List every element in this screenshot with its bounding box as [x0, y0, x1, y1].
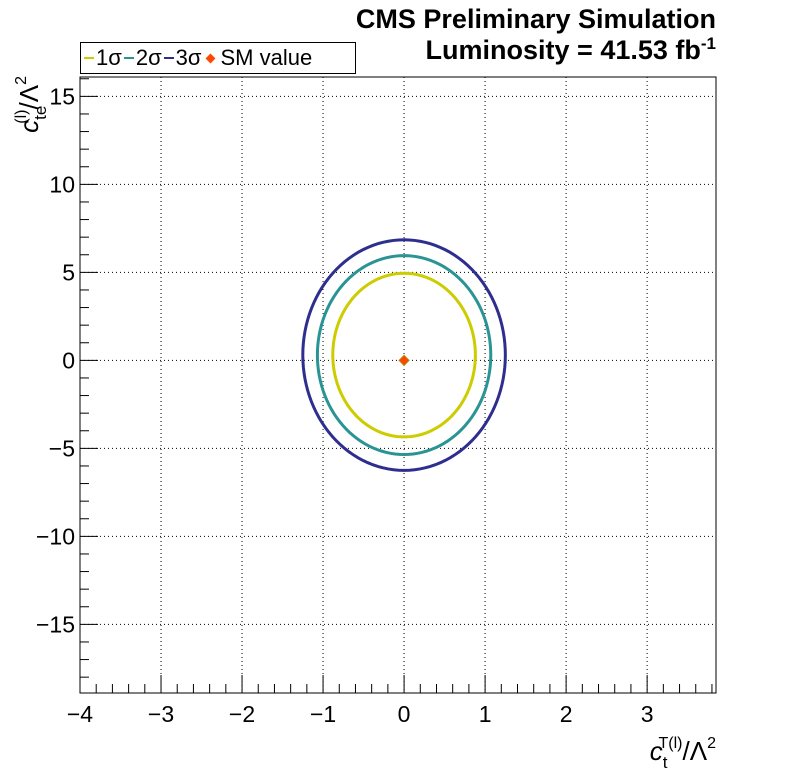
x-tick-label: −4	[67, 701, 93, 727]
y-tick-label: 15	[49, 83, 75, 109]
contour-2sigma	[315, 254, 493, 457]
legend-label-2sigma: 2σ	[135, 45, 162, 70]
x-tick-label: −1	[310, 701, 336, 727]
y-axis-label: cte(l)/Λ2	[13, 76, 50, 133]
x-tick-label: 0	[398, 701, 411, 727]
legend-item-3sigma: 3σ	[163, 45, 202, 71]
plot-frame	[79, 76, 717, 694]
x-tick-label: 1	[479, 701, 492, 727]
axis-ticks	[79, 78, 713, 693]
legend-label-1sigma: 1σ	[96, 45, 122, 70]
contours	[301, 238, 507, 472]
luminosity-unit-exponent: -1	[700, 34, 716, 53]
x-tick-label: 3	[641, 701, 654, 727]
y-tick-label: 10	[49, 171, 75, 197]
legend-line-1sigma	[84, 57, 94, 59]
grid-lines	[79, 77, 716, 693]
legend-line-2sigma	[123, 57, 134, 59]
x-tick-label: −3	[148, 701, 174, 727]
legend-label-3sigma: 3σ	[175, 45, 202, 70]
legend-line-3sigma	[163, 57, 174, 59]
contour-1sigma	[331, 271, 477, 439]
x-axis-label: ctT(l)/Λ2	[650, 735, 716, 772]
y-tick-label: −10	[36, 523, 75, 549]
x-tick-label: 2	[560, 701, 573, 727]
contour-3sigma	[301, 238, 507, 472]
luminosity-label: Luminosity = 41.53 fb-1	[426, 34, 716, 66]
legend-item-sm: SM value	[203, 45, 312, 71]
sm-value-point	[398, 354, 410, 367]
luminosity-text: Luminosity = 41.53 fb	[425, 35, 701, 65]
legend-item-2sigma: 2σ	[123, 45, 162, 71]
legend: 1σ 2σ 3σ SM value	[80, 42, 356, 74]
y-tick-label: 0	[62, 347, 75, 373]
points	[398, 354, 410, 367]
y-tick-label: −5	[49, 435, 75, 461]
legend-item-1sigma: 1σ	[84, 45, 122, 71]
x-tick-label: −2	[229, 701, 255, 727]
y-tick-label: 5	[62, 259, 75, 285]
legend-label-sm: SM value	[220, 45, 313, 70]
chart-title: CMS Preliminary Simulation	[355, 4, 716, 34]
y-tick-label: −15	[36, 611, 75, 637]
